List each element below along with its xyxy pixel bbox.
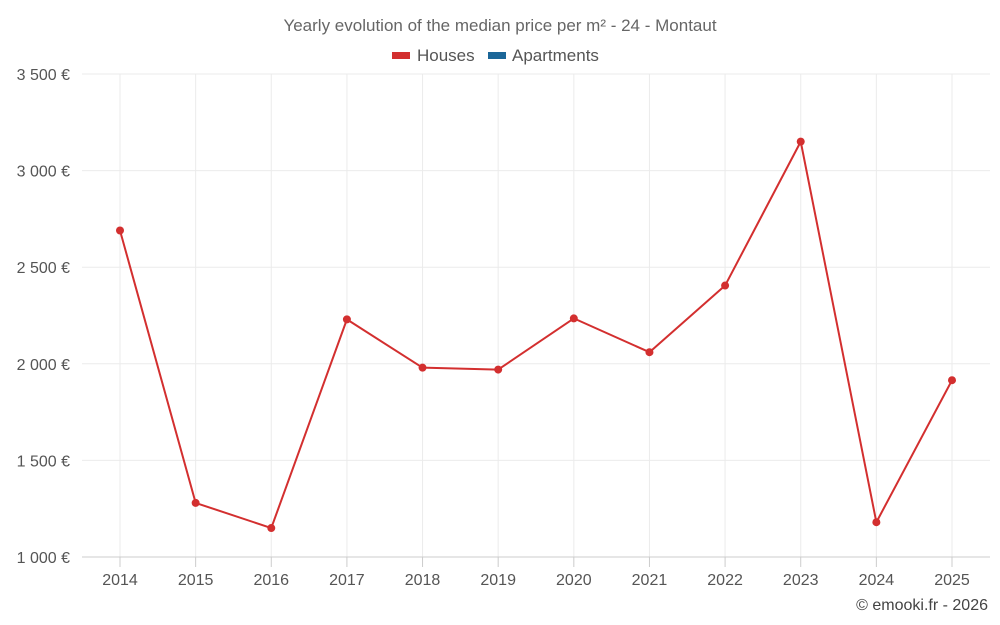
- legend-swatch: [392, 52, 410, 59]
- data-point[interactable]: [721, 281, 730, 290]
- y-tick-label: 3 500 €: [17, 67, 70, 84]
- data-point[interactable]: [645, 348, 654, 357]
- legend-label: Houses: [417, 46, 475, 65]
- x-tick-label: 2018: [405, 572, 441, 589]
- data-point[interactable]: [569, 314, 578, 323]
- series-line-houses: [119, 140, 953, 530]
- data-point[interactable]: [494, 365, 503, 374]
- x-tick-label: 2023: [783, 572, 819, 589]
- x-tick-label: 2021: [632, 572, 668, 589]
- x-axis: 2014 2015 2016 2017 2018 2019 2020 2021 2022 2023…: [82, 556, 990, 589]
- chart-title: Yearly evolution of the median price per…: [283, 16, 716, 35]
- credit-text: © emooki.fr - 2026: [856, 597, 988, 614]
- y-tick-label: 2 500 €: [17, 260, 70, 277]
- legend[interactable]: Houses Apartments: [392, 46, 599, 65]
- x-tick-label: 2017: [329, 572, 365, 589]
- legend-label: Apartments: [512, 46, 599, 65]
- data-point[interactable]: [267, 524, 276, 533]
- data-point[interactable]: [191, 498, 200, 507]
- x-tick-label: 2014: [102, 572, 138, 589]
- y-axis: 1 000 € 1 500 € 2 000 € 2 500 € 3 000 € 3 500…: [17, 67, 70, 567]
- y-tick-label: 1 500 €: [17, 453, 70, 470]
- data-point[interactable]: [116, 226, 124, 235]
- legend-swatch: [488, 52, 506, 59]
- data-point[interactable]: [872, 518, 881, 527]
- x-tick-label: 2024: [859, 572, 895, 589]
- series-layer: [116, 137, 956, 533]
- x-tick-label: 2022: [707, 572, 743, 589]
- y-tick-label: 2 000 €: [17, 357, 70, 374]
- x-tick-label: 2019: [480, 572, 516, 589]
- y-tick-label: 1 000 €: [17, 550, 70, 567]
- data-point[interactable]: [418, 363, 427, 372]
- x-tick-label: 2025: [934, 572, 970, 589]
- x-tick-label: 2015: [178, 572, 214, 589]
- legend-item-houses[interactable]: Houses: [392, 46, 475, 65]
- data-point[interactable]: [342, 315, 351, 324]
- grid: [82, 73, 990, 557]
- legend-item-apartments[interactable]: Apartments: [488, 46, 599, 65]
- data-point[interactable]: [796, 137, 805, 146]
- x-tick-label: 2020: [556, 572, 592, 589]
- series-houses: [116, 137, 956, 533]
- y-tick-label: 3 000 €: [17, 164, 70, 181]
- x-tick-label: 2016: [253, 572, 289, 589]
- data-point[interactable]: [948, 376, 956, 385]
